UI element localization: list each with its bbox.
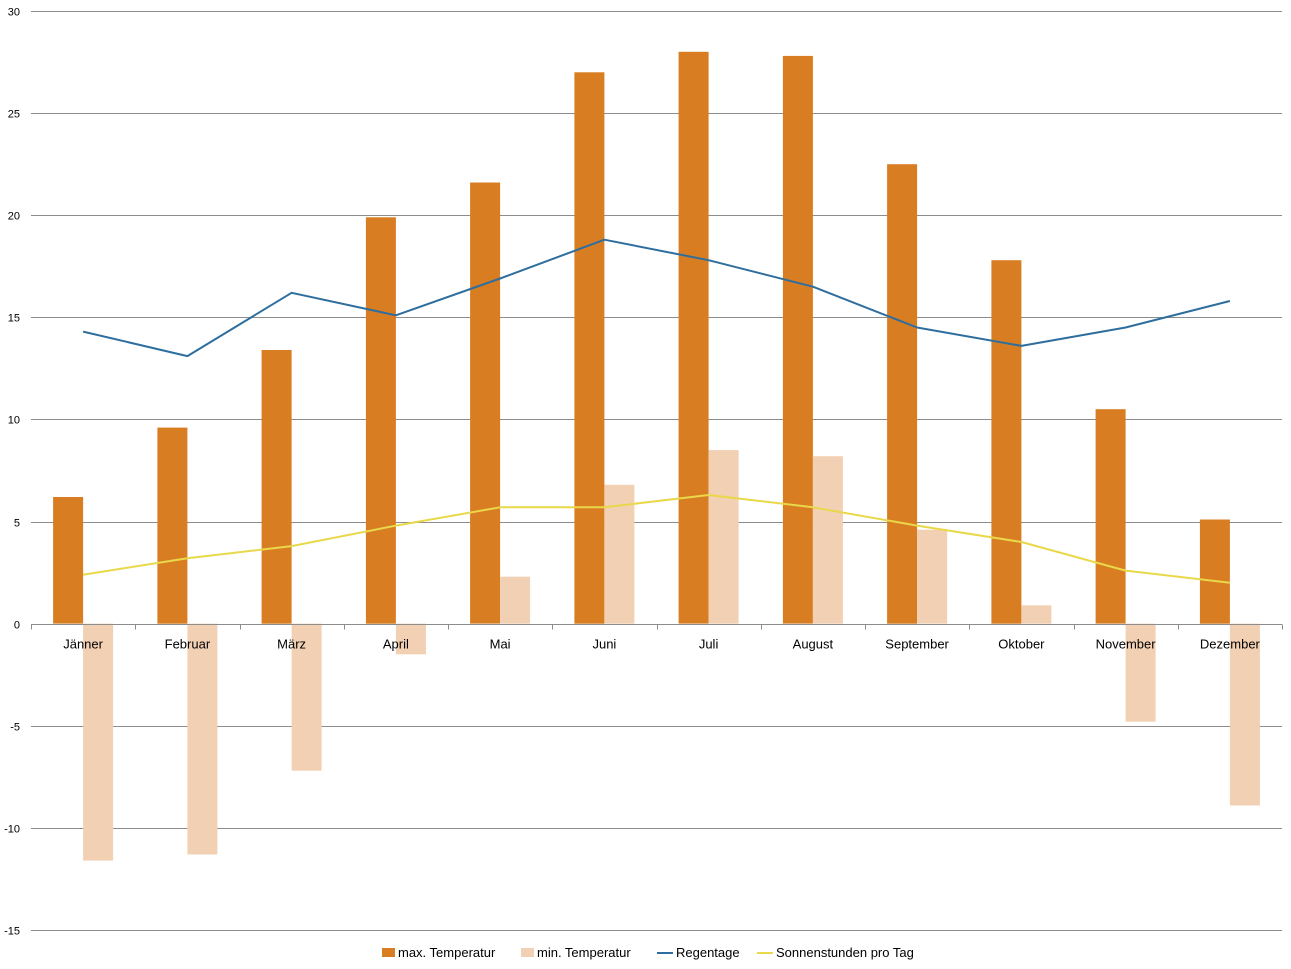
x-category-label: März: [277, 637, 306, 652]
line-series: [82, 238, 1231, 584]
min-temp-bar: [917, 529, 948, 624]
max-temp-bar: [887, 164, 918, 624]
min-temp-bar: [395, 623, 426, 655]
sonnenstunden-line: [82, 494, 1231, 584]
legend-item: Regentage: [657, 945, 740, 960]
min-temp-bar: [500, 576, 531, 624]
x-category-label: September: [885, 637, 949, 652]
x-category-label: Jänner: [63, 637, 103, 652]
legend-swatch: [382, 948, 395, 957]
min-temp-bar: [1125, 623, 1156, 722]
y-tick-label: 10: [8, 415, 20, 427]
min-temp-bar: [812, 456, 843, 624]
max-temp-bar: [678, 51, 709, 624]
min-temp-bar: [83, 623, 114, 861]
y-tick-label: -15: [4, 926, 20, 938]
max-temp-bar: [157, 427, 188, 624]
min-temp-bar: [708, 450, 739, 624]
legend-label: max. Temperatur: [398, 945, 496, 960]
min-temp-bar: [1021, 605, 1052, 624]
bar-series: [53, 51, 1260, 861]
legend-item: max. Temperatur: [382, 945, 496, 960]
zero-axis: [31, 624, 1283, 630]
x-axis: Jänner Februar März April Mai Juni Juli August S…: [63, 637, 1260, 652]
max-temp-bar: [782, 55, 813, 624]
gridlines: [31, 11, 1282, 931]
max-temp-bar: [53, 497, 84, 624]
x-category-label: April: [383, 637, 409, 652]
min-temp-bar: [1229, 623, 1260, 806]
x-category-label: August: [793, 637, 834, 652]
legend: max. Temperatur min. Temperatur Regentage S…: [382, 945, 914, 960]
y-tick-label: 5: [14, 518, 20, 530]
min-temp-bar: [187, 623, 218, 855]
max-temp-bar: [991, 260, 1022, 624]
legend-label: Sonnenstunden pro Tag: [776, 945, 914, 960]
legend-label: Regentage: [676, 945, 740, 960]
max-temp-bar: [574, 72, 605, 624]
legend-item: min. Temperatur: [521, 945, 631, 960]
x-category-label: Oktober: [998, 637, 1045, 652]
legend-label: min. Temperatur: [537, 945, 631, 960]
legend-item: Sonnenstunden pro Tag: [757, 945, 914, 960]
max-temp-bar: [365, 217, 396, 624]
x-category-label: Juni: [592, 637, 616, 652]
y-tick-label: 0: [14, 620, 20, 632]
y-tick-label: 25: [8, 109, 20, 121]
y-tick-label: 15: [8, 313, 20, 325]
y-tick-label: 20: [8, 211, 20, 223]
min-temp-bar: [604, 484, 635, 624]
x-category-label: Dezember: [1200, 637, 1261, 652]
max-temp-bar: [1199, 519, 1230, 624]
y-tick-label: -5: [10, 722, 20, 734]
legend-swatch: [521, 948, 534, 957]
x-category-label: Februar: [165, 637, 211, 652]
x-category-label: Mai: [490, 637, 511, 652]
x-category-label: November: [1096, 637, 1157, 652]
regentage-line: [82, 238, 1231, 358]
y-tick-label: -10: [4, 824, 20, 836]
max-temp-bar: [470, 182, 501, 624]
y-tick-label: 30: [8, 7, 20, 19]
min-temp-bar: [291, 623, 322, 771]
max-temp-bar: [261, 350, 292, 624]
y-axis: 30 25 20 15 10 5 0 -5 -10 -15: [4, 7, 20, 938]
x-category-label: Juli: [699, 637, 719, 652]
max-temp-bar: [1095, 409, 1126, 624]
